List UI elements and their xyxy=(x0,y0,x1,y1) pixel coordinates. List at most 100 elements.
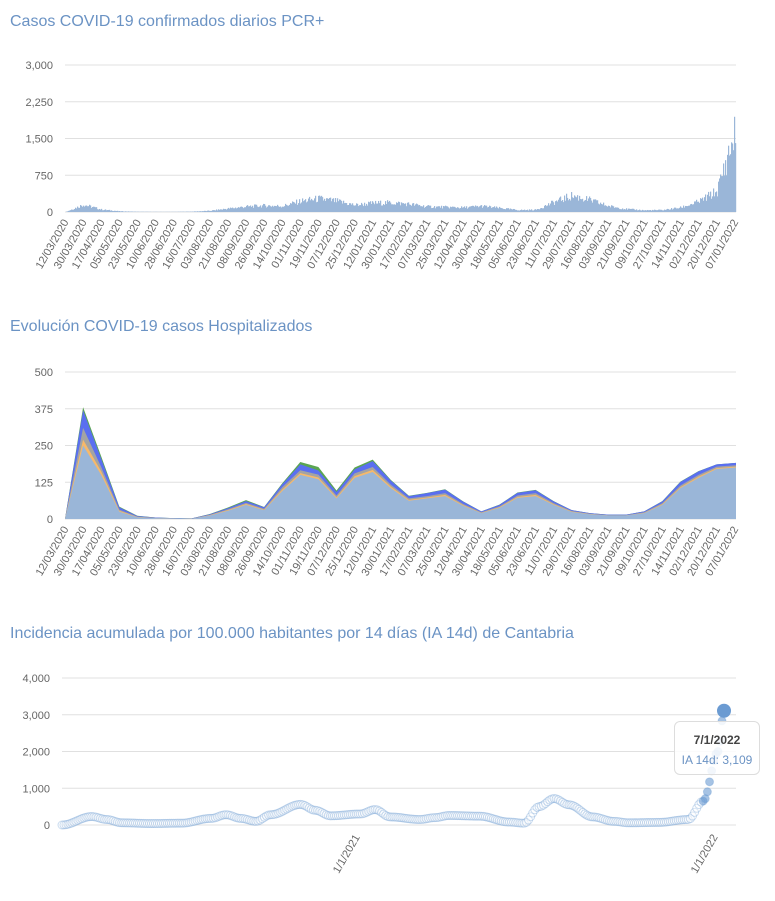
daily-case-bar xyxy=(647,209,649,212)
daily-case-bar xyxy=(386,203,388,212)
daily-case-bar xyxy=(627,209,629,212)
daily-case-bar xyxy=(521,209,523,212)
daily-case-bar xyxy=(122,211,124,212)
data-point xyxy=(690,807,700,817)
daily-case-bar xyxy=(463,207,465,212)
daily-case-bar xyxy=(207,210,209,212)
data-point xyxy=(230,812,240,822)
daily-case-bar xyxy=(295,203,297,212)
daily-case-bar xyxy=(642,209,644,212)
daily-case-bar xyxy=(302,198,304,212)
daily-case-bar xyxy=(108,209,110,212)
data-point xyxy=(323,811,333,821)
data-point xyxy=(212,812,222,822)
daily-case-bar xyxy=(100,209,102,212)
data-point xyxy=(274,808,284,818)
daily-case-bar xyxy=(402,203,404,212)
daily-case-bar xyxy=(333,198,335,212)
data-point xyxy=(486,813,496,823)
data-point xyxy=(376,807,386,817)
daily-case-bar xyxy=(201,211,203,212)
data-point xyxy=(604,816,614,826)
daily-case-bar xyxy=(249,206,251,212)
daily-case-bar xyxy=(481,205,483,212)
data-point xyxy=(517,818,527,828)
data-point xyxy=(236,813,246,823)
daily-case-bar xyxy=(273,206,275,212)
daily-case-bar xyxy=(91,207,93,212)
daily-case-bar xyxy=(497,207,499,212)
daily-case-bar xyxy=(502,208,504,212)
data-point xyxy=(440,811,450,821)
daily-case-bar xyxy=(83,205,85,212)
daily-case-bar xyxy=(408,202,410,212)
data-point xyxy=(83,812,93,822)
data-point xyxy=(206,813,216,823)
data-point xyxy=(221,810,231,820)
daily-case-bar xyxy=(598,203,600,212)
data-point xyxy=(244,815,254,825)
daily-case-bar xyxy=(264,204,266,212)
data-point xyxy=(104,815,114,825)
daily-case-bar xyxy=(114,210,116,212)
daily-case-bar xyxy=(473,205,475,212)
daily-case-bar xyxy=(389,200,391,212)
data-point xyxy=(598,814,608,824)
daily-case-bar xyxy=(274,205,276,212)
daily-case-bar xyxy=(532,210,534,212)
data-point xyxy=(630,818,640,828)
daily-case-bar xyxy=(716,191,718,212)
daily-case-bar xyxy=(361,202,363,212)
data-point xyxy=(474,811,484,821)
data-point xyxy=(304,803,314,813)
daily-case-bar xyxy=(643,210,645,212)
daily-case-bar xyxy=(406,206,408,212)
daily-case-bar xyxy=(312,200,314,212)
data-point xyxy=(438,811,448,821)
data-point xyxy=(268,810,278,820)
daily-case-bar xyxy=(102,210,104,212)
data-point xyxy=(651,817,661,827)
daily-case-bar xyxy=(456,208,458,212)
daily-case-bar xyxy=(479,206,481,212)
data-point xyxy=(198,814,208,824)
daily-case-bar xyxy=(649,210,651,212)
daily-case-bar xyxy=(608,205,610,212)
daily-case-bar xyxy=(84,206,86,212)
data-point xyxy=(327,811,337,821)
daily-case-bar xyxy=(684,207,686,212)
data-point xyxy=(683,814,693,824)
daily-case-bar xyxy=(410,204,412,212)
data-point xyxy=(395,813,405,823)
daily-case-bar xyxy=(523,209,525,212)
daily-case-bar xyxy=(419,204,421,212)
daily-case-bar xyxy=(624,209,626,212)
daily-case-bar xyxy=(243,208,245,212)
data-point xyxy=(705,777,715,787)
daily-case-bar xyxy=(605,205,607,212)
daily-case-bar xyxy=(726,175,728,212)
data-point xyxy=(423,813,433,823)
data-point xyxy=(619,818,629,828)
data-point xyxy=(617,817,627,827)
daily-case-bar xyxy=(396,202,398,212)
data-point xyxy=(419,814,429,824)
daily-case-bar xyxy=(240,206,242,212)
daily-case-bar xyxy=(80,205,82,212)
data-point xyxy=(129,818,139,828)
data-point xyxy=(455,811,465,821)
daily-case-bar xyxy=(298,203,300,212)
data-point xyxy=(596,813,606,823)
daily-case-bar xyxy=(483,206,485,212)
daily-case-bar xyxy=(296,199,298,212)
data-point xyxy=(238,814,248,824)
data-point xyxy=(174,818,184,828)
data-point xyxy=(494,816,504,826)
daily-case-bar xyxy=(229,208,231,212)
daily-case-bar xyxy=(72,209,74,212)
daily-case-bar xyxy=(198,211,200,212)
daily-case-bar xyxy=(301,202,303,212)
daily-case-bar xyxy=(677,208,679,212)
daily-case-bar xyxy=(690,204,692,212)
daily-case-bar xyxy=(387,200,389,212)
